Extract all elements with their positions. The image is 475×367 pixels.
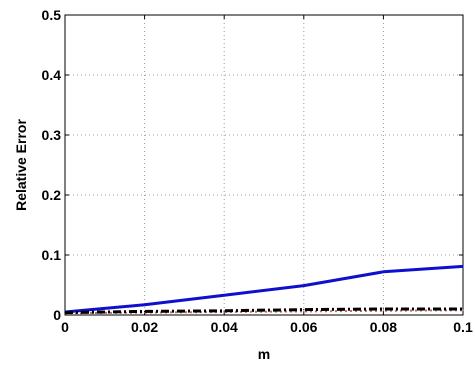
- y-tick-label: 0: [53, 307, 61, 323]
- series-3-point: [462, 308, 464, 310]
- x-tick-label: 0.1: [453, 319, 473, 335]
- series-3-point: [223, 310, 225, 312]
- series-1-point: [144, 304, 146, 306]
- x-tick-label: 0.06: [290, 319, 317, 335]
- series-2-point: [223, 311, 225, 313]
- series-3-point: [382, 308, 384, 310]
- y-tick-label: 0.4: [42, 67, 62, 83]
- series-2-point: [144, 312, 146, 314]
- series-1-point: [382, 271, 384, 273]
- x-tick-label: 0: [61, 319, 69, 335]
- x-tick-label: 0.08: [370, 319, 397, 335]
- series-line-1: [64, 264, 464, 314]
- y-tick-label: 0.2: [42, 187, 62, 203]
- series-2-point: [382, 310, 384, 312]
- series-3-point: [64, 312, 66, 314]
- plot-area: [64, 14, 464, 316]
- y-tick-label: 0.3: [42, 127, 62, 143]
- x-tick-label: 0.04: [211, 319, 238, 335]
- x-axis-label: m: [258, 346, 270, 362]
- series-line-3: [64, 307, 463, 315]
- x-tick-labels: 0 0.02 0.04 0.06 0.08 0.1: [61, 319, 473, 335]
- series-3-point: [144, 310, 146, 312]
- series-2-point: [303, 310, 305, 312]
- y-tick-label: 0.1: [42, 247, 62, 263]
- series-group: [64, 264, 464, 315]
- series-1-point: [462, 265, 464, 267]
- series-1-point: [303, 285, 305, 287]
- y-axis-label: Relative Error: [13, 119, 29, 211]
- y-tick-label: 0.5: [42, 7, 62, 23]
- series-1-point: [223, 294, 225, 296]
- x-tick-label: 0.02: [131, 319, 158, 335]
- series-3-point: [303, 309, 305, 311]
- y-tick-labels: 0 0.1 0.2 0.3 0.4 0.5: [42, 7, 62, 323]
- series-2-point: [462, 309, 464, 311]
